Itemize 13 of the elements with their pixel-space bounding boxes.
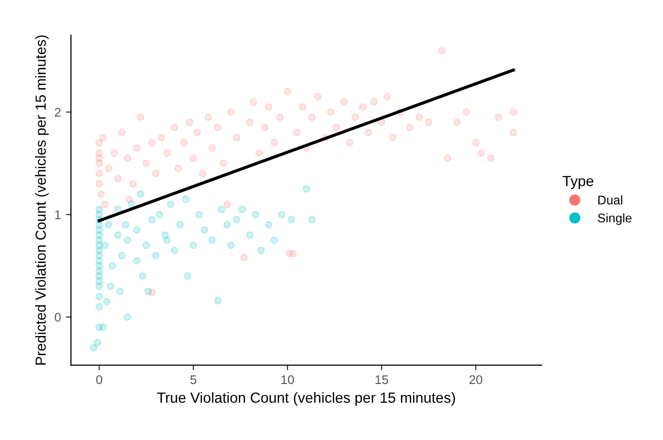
x-tick-label: 10 bbox=[281, 375, 294, 384]
x-tick-label: 15 bbox=[376, 375, 388, 384]
y-axis-title: Predicted Violation Count (vehicles per 15 minutes) bbox=[35, 35, 49, 365]
y-tick-label: 0 bbox=[54, 312, 61, 322]
legend-label: Dual bbox=[598, 195, 622, 205]
y-tick-label: 2 bbox=[54, 108, 61, 117]
legend-label: Single bbox=[598, 213, 632, 225]
y-tick-label: 1 bbox=[55, 210, 61, 220]
x-axis-title: True Violation Count (vehicles per 15 minutes) bbox=[157, 392, 455, 406]
x-tick-label: 0 bbox=[96, 375, 102, 384]
legend-title: Type bbox=[562, 176, 594, 190]
x-tick-label: 5 bbox=[190, 375, 196, 384]
x-tick-label: 20 bbox=[469, 375, 482, 384]
